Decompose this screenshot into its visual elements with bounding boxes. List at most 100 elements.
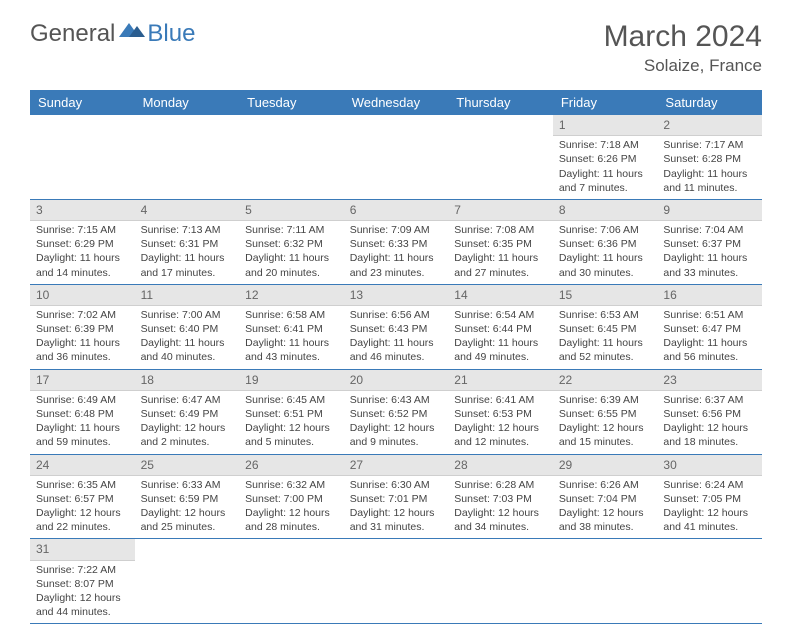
daylight-line-1: Daylight: 12 hours	[663, 506, 756, 520]
header: General Blue March 2024 Solaize, France	[0, 0, 792, 86]
sunset-line: Sunset: 6:59 PM	[141, 492, 234, 506]
sunset-line: Sunset: 6:47 PM	[663, 322, 756, 336]
day-number: 30	[657, 455, 762, 476]
empty-cell	[344, 539, 449, 623]
daylight-line-1: Daylight: 12 hours	[245, 421, 338, 435]
day-number: 9	[657, 200, 762, 221]
empty-cell	[448, 115, 553, 199]
daylight-line-2: and 23 minutes.	[350, 266, 443, 280]
day-cell: 17Sunrise: 6:49 AMSunset: 6:48 PMDayligh…	[30, 370, 135, 454]
daylight-line-2: and 36 minutes.	[36, 350, 129, 364]
sunrise-line: Sunrise: 6:24 AM	[663, 478, 756, 492]
sunrise-line: Sunrise: 6:37 AM	[663, 393, 756, 407]
day-cell: 12Sunrise: 6:58 AMSunset: 6:41 PMDayligh…	[239, 285, 344, 369]
day-number: 20	[344, 370, 449, 391]
logo-text-general: General	[30, 20, 115, 48]
daylight-line-1: Daylight: 12 hours	[141, 506, 234, 520]
sunset-line: Sunset: 6:49 PM	[141, 407, 234, 421]
week-row: 1Sunrise: 7:18 AMSunset: 6:26 PMDaylight…	[30, 115, 762, 200]
day-number: 4	[135, 200, 240, 221]
daylight-line-2: and 31 minutes.	[350, 520, 443, 534]
sunset-line: Sunset: 6:37 PM	[663, 237, 756, 251]
sunrise-line: Sunrise: 7:22 AM	[36, 563, 129, 577]
day-cell: 23Sunrise: 6:37 AMSunset: 6:56 PMDayligh…	[657, 370, 762, 454]
day-number: 1	[553, 115, 658, 136]
daylight-line-2: and 43 minutes.	[245, 350, 338, 364]
day-cell: 9Sunrise: 7:04 AMSunset: 6:37 PMDaylight…	[657, 200, 762, 284]
sunrise-line: Sunrise: 6:41 AM	[454, 393, 547, 407]
day-number: 5	[239, 200, 344, 221]
day-cell: 11Sunrise: 7:00 AMSunset: 6:40 PMDayligh…	[135, 285, 240, 369]
title-block: March 2024 Solaize, France	[604, 20, 762, 76]
daylight-line-2: and 33 minutes.	[663, 266, 756, 280]
sunrise-line: Sunrise: 6:26 AM	[559, 478, 652, 492]
week-row: 17Sunrise: 6:49 AMSunset: 6:48 PMDayligh…	[30, 370, 762, 455]
day-number: 29	[553, 455, 658, 476]
sunset-line: Sunset: 7:05 PM	[663, 492, 756, 506]
day-number: 19	[239, 370, 344, 391]
day-cell: 8Sunrise: 7:06 AMSunset: 6:36 PMDaylight…	[553, 200, 658, 284]
daylight-line-1: Daylight: 11 hours	[36, 421, 129, 435]
daylight-line-1: Daylight: 12 hours	[559, 506, 652, 520]
daylight-line-2: and 15 minutes.	[559, 435, 652, 449]
day-header-cell: Friday	[553, 90, 658, 115]
daylight-line-2: and 27 minutes.	[454, 266, 547, 280]
daylight-line-1: Daylight: 11 hours	[36, 336, 129, 350]
daylight-line-2: and 18 minutes.	[663, 435, 756, 449]
sunset-line: Sunset: 7:01 PM	[350, 492, 443, 506]
daylight-line-1: Daylight: 11 hours	[559, 167, 652, 181]
daylight-line-2: and 52 minutes.	[559, 350, 652, 364]
sunset-line: Sunset: 6:51 PM	[245, 407, 338, 421]
daylight-line-2: and 11 minutes.	[663, 181, 756, 195]
sunrise-line: Sunrise: 6:47 AM	[141, 393, 234, 407]
sunset-line: Sunset: 6:56 PM	[663, 407, 756, 421]
day-header-cell: Wednesday	[344, 90, 449, 115]
day-cell: 14Sunrise: 6:54 AMSunset: 6:44 PMDayligh…	[448, 285, 553, 369]
sunset-line: Sunset: 6:32 PM	[245, 237, 338, 251]
sunrise-line: Sunrise: 6:58 AM	[245, 308, 338, 322]
daylight-line-2: and 22 minutes.	[36, 520, 129, 534]
empty-cell	[30, 115, 135, 199]
day-cell: 3 Sunrise: 7:15 AMSunset: 6:29 PMDaylight…	[30, 200, 135, 284]
daylight-line-1: Daylight: 12 hours	[141, 421, 234, 435]
day-cell: 5Sunrise: 7:11 AMSunset: 6:32 PMDaylight…	[239, 200, 344, 284]
day-number: 3	[30, 200, 135, 221]
daylight-line-1: Daylight: 11 hours	[36, 251, 129, 265]
daylight-line-1: Daylight: 12 hours	[350, 421, 443, 435]
week-row: 24Sunrise: 6:35 AMSunset: 6:57 PMDayligh…	[30, 455, 762, 540]
daylight-line-2: and 30 minutes.	[559, 266, 652, 280]
sunset-line: Sunset: 6:29 PM	[36, 237, 129, 251]
sunset-line: Sunset: 8:07 PM	[36, 577, 129, 591]
day-header-row: SundayMondayTuesdayWednesdayThursdayFrid…	[30, 90, 762, 115]
sunset-line: Sunset: 7:03 PM	[454, 492, 547, 506]
day-cell: 2Sunrise: 7:17 AMSunset: 6:28 PMDaylight…	[657, 115, 762, 199]
daylight-line-1: Daylight: 11 hours	[350, 336, 443, 350]
logo-flag-icon	[119, 23, 145, 46]
sunrise-line: Sunrise: 7:15 AM	[36, 223, 129, 237]
location: Solaize, France	[604, 56, 762, 76]
empty-cell	[135, 115, 240, 199]
week-row: 3Sunrise: 7:15 AMSunset: 6:29 PMDaylight…	[30, 200, 762, 285]
sunset-line: Sunset: 6:48 PM	[36, 407, 129, 421]
daylight-line-1: Daylight: 11 hours	[141, 251, 234, 265]
day-cell: 22Sunrise: 6:39 AMSunset: 6:55 PMDayligh…	[553, 370, 658, 454]
sunrise-line: Sunrise: 6:35 AM	[36, 478, 129, 492]
daylight-line-1: Daylight: 12 hours	[454, 506, 547, 520]
daylight-line-1: Daylight: 11 hours	[559, 336, 652, 350]
sunrise-line: Sunrise: 6:30 AM	[350, 478, 443, 492]
sunrise-line: Sunrise: 7:11 AM	[245, 223, 338, 237]
daylight-line-1: Daylight: 11 hours	[663, 167, 756, 181]
sunset-line: Sunset: 7:04 PM	[559, 492, 652, 506]
sunrise-line: Sunrise: 6:32 AM	[245, 478, 338, 492]
daylight-line-2: and 38 minutes.	[559, 520, 652, 534]
sunrise-line: Sunrise: 7:13 AM	[141, 223, 234, 237]
calendar: SundayMondayTuesdayWednesdayThursdayFrid…	[30, 90, 762, 624]
daylight-line-1: Daylight: 11 hours	[141, 336, 234, 350]
sunset-line: Sunset: 6:53 PM	[454, 407, 547, 421]
empty-cell	[239, 115, 344, 199]
daylight-line-1: Daylight: 11 hours	[663, 251, 756, 265]
sunset-line: Sunset: 6:52 PM	[350, 407, 443, 421]
day-cell: 4Sunrise: 7:13 AMSunset: 6:31 PMDaylight…	[135, 200, 240, 284]
sunset-line: Sunset: 6:28 PM	[663, 152, 756, 166]
day-cell: 16Sunrise: 6:51 AMSunset: 6:47 PMDayligh…	[657, 285, 762, 369]
